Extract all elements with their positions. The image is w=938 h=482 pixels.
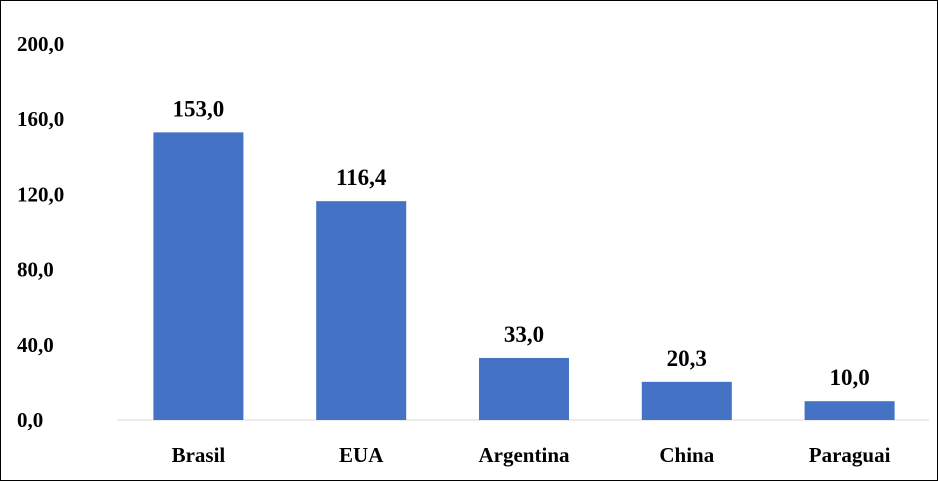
x-tick-label: Brasil — [172, 443, 226, 467]
x-tick-label: EUA — [339, 443, 384, 467]
bar-brasil — [153, 132, 244, 421]
y-tick-label: 80,0 — [17, 258, 54, 282]
bar-eua — [316, 201, 407, 420]
y-tick-label: 0,0 — [17, 408, 43, 432]
y-tick-label: 120,0 — [17, 182, 64, 206]
data-label: 116,4 — [336, 165, 387, 190]
bar-argentina — [479, 357, 569, 420]
y-tick-label: 160,0 — [17, 107, 64, 131]
y-tick-label: 40,0 — [17, 333, 54, 357]
y-axis-ticks: 0,0 40,0 80,0 120,0 160,0 200,0 — [17, 32, 64, 432]
bar-china — [641, 381, 732, 420]
bars — [153, 132, 895, 421]
data-label: 10,0 — [829, 365, 869, 390]
x-tick-label: China — [659, 443, 714, 467]
x-tick-label: Paraguai — [809, 443, 891, 467]
data-label: 33,0 — [504, 322, 544, 347]
y-tick-label: 200,0 — [17, 32, 64, 56]
bar-paraguai — [804, 401, 895, 420]
x-tick-label: Argentina — [479, 443, 570, 467]
data-labels: 153,0 116,4 33,0 20,3 10,0 — [173, 96, 870, 390]
data-label: 153,0 — [173, 96, 225, 121]
data-label: 20,3 — [667, 346, 707, 371]
x-axis-ticks: Brasil EUA Argentina China Paraguai — [172, 443, 891, 467]
